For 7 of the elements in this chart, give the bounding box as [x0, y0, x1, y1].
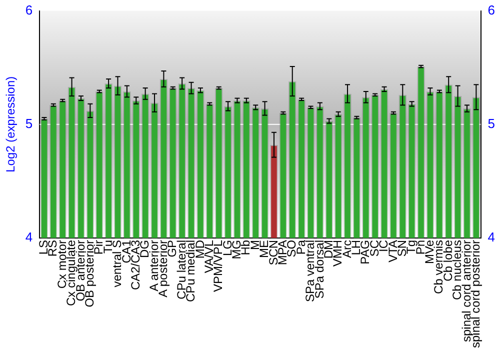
- y2-tick-label: 4: [488, 230, 496, 245]
- y-axis-title: Log2 (expression): [4, 76, 18, 172]
- y-tick-label: 4: [25, 230, 33, 245]
- y2-tick-label: 5: [488, 116, 496, 131]
- y2-tick-label: 6: [488, 2, 496, 18]
- y-tick-label: 5: [25, 116, 33, 131]
- y-tick-label: 6: [25, 2, 33, 18]
